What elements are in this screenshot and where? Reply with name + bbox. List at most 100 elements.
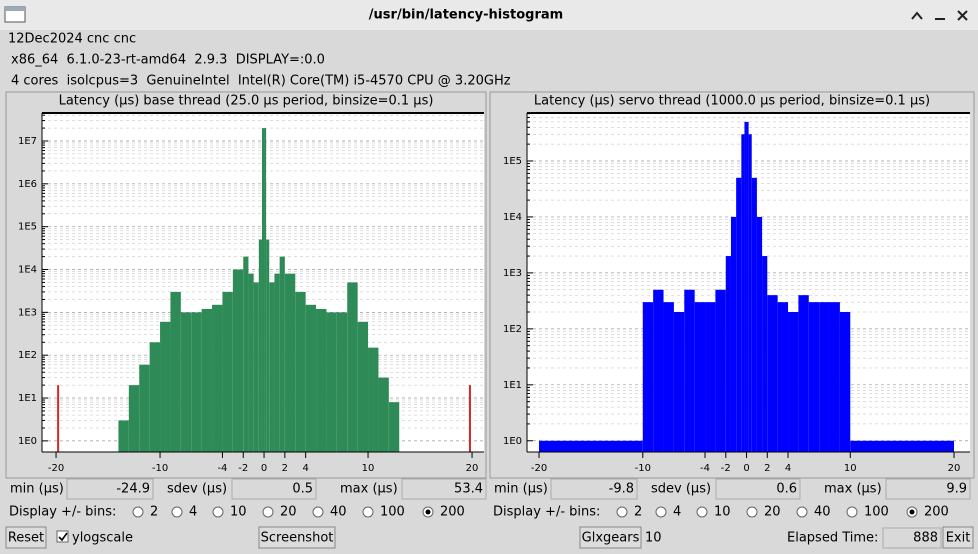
histogram-bar — [222, 291, 233, 452]
glxgears-button-label[interactable]: Glxgears — [582, 531, 640, 546]
y-tick-label: 1E7 — [18, 136, 37, 147]
y-tick-label: 1E0 — [18, 436, 37, 447]
window-icon-bar — [5, 7, 25, 11]
histogram-bar — [673, 312, 685, 452]
reset-button-label[interactable]: Reset — [8, 531, 44, 546]
radio-label[interactable]: 200 — [924, 505, 949, 520]
histogram-bar — [730, 216, 737, 452]
radio-button[interactable] — [655, 506, 667, 518]
radio-label[interactable]: 20 — [280, 505, 297, 520]
close-btn[interactable] — [957, 10, 968, 21]
y-tick-label: 1E1 — [18, 393, 37, 404]
x-tick-label: 0 — [261, 463, 267, 474]
maximize-btn[interactable] — [911, 11, 923, 20]
screenshot-button-label[interactable]: Screenshot — [261, 531, 334, 546]
radio-label[interactable]: 100 — [864, 505, 889, 520]
histogram-bar — [725, 256, 731, 452]
radio-dot[interactable] — [425, 509, 431, 515]
max-label: max (µs) — [824, 482, 882, 497]
chart-title: Latency (µs) servo thread (1000.0 µs per… — [534, 94, 930, 109]
histogram-bar — [767, 295, 778, 452]
y-tick-label: 1E4 — [503, 212, 522, 223]
histogram-bar — [539, 440, 643, 452]
elapsed-label: Elapsed Time: — [787, 531, 878, 546]
radio-button[interactable] — [262, 506, 274, 518]
checkbox[interactable] — [56, 530, 69, 543]
radio-button[interactable] — [312, 506, 324, 518]
max-value-box — [401, 478, 487, 500]
y-tick-label: 1E0 — [503, 436, 522, 447]
window-title: /usr/bin/latency-histogram — [369, 8, 563, 23]
max-label: max (µs) — [340, 482, 398, 497]
y-tick-label: 1E2 — [503, 324, 522, 335]
histogram-bar — [266, 239, 270, 452]
checkbox-label[interactable]: ylogscale — [72, 531, 133, 546]
radio-label[interactable]: 2 — [150, 505, 158, 520]
radio-label[interactable]: 2 — [634, 505, 642, 520]
radio-button[interactable] — [796, 506, 808, 518]
histogram-bar — [118, 420, 129, 452]
x-tick-label: 0 — [743, 463, 749, 474]
radio-button[interactable] — [212, 506, 224, 518]
histogram-bar — [201, 308, 213, 452]
radio-label[interactable]: 20 — [764, 505, 781, 520]
radio-label[interactable]: 40 — [330, 505, 347, 520]
histogram-bar — [357, 321, 369, 452]
radio-label[interactable]: 4 — [189, 505, 197, 520]
x-tick-label: 2 — [764, 463, 770, 474]
info-line: 4 cores isolcpus=3 GenuineIntel Intel(R)… — [11, 74, 511, 89]
histogram-bar — [798, 295, 809, 452]
histogram-bar — [850, 440, 955, 452]
histogram-bar — [808, 302, 820, 452]
y-tick-label: 1E5 — [18, 222, 37, 233]
radio-button[interactable] — [616, 506, 628, 518]
exit-button[interactable] — [942, 526, 974, 549]
histogram-bar — [274, 273, 280, 452]
bins-label: Display +/- bins: — [493, 505, 600, 520]
histogram-bar — [212, 304, 223, 452]
histogram-bar — [741, 134, 745, 452]
min-value: -24.9 — [116, 482, 150, 497]
elapsed-box — [882, 527, 942, 549]
histogram-bar — [746, 121, 749, 453]
sdev-value: 0.5 — [292, 482, 313, 497]
min-value-box — [66, 478, 154, 500]
radio-label[interactable]: 200 — [440, 505, 465, 520]
sdev-value-box — [231, 478, 317, 500]
radio-button[interactable] — [132, 506, 144, 518]
x-tick-label: -2 — [238, 463, 248, 474]
x-tick-label: -2 — [721, 463, 731, 474]
radio-button[interactable] — [696, 506, 708, 518]
radio-button[interactable] — [746, 506, 758, 518]
radio-button[interactable] — [362, 506, 374, 518]
max-value: 9.9 — [946, 482, 967, 497]
histogram-bar — [253, 282, 259, 452]
y-tick-label: 1E2 — [18, 350, 37, 361]
radio-label[interactable]: 40 — [814, 505, 831, 520]
checkbox-check[interactable] — [58, 532, 68, 542]
exit-button-label[interactable]: Exit — [946, 531, 971, 546]
radio-label[interactable]: 10 — [714, 505, 731, 520]
x-tick-label: 10 — [362, 463, 375, 474]
y-tick-label: 1E1 — [503, 380, 522, 391]
histogram-bar — [388, 402, 400, 452]
y-tick-label: 1E6 — [18, 179, 37, 190]
glxgears-button[interactable] — [579, 526, 642, 549]
radio-button[interactable] — [171, 506, 183, 518]
radio-label[interactable]: 4 — [673, 505, 681, 520]
histogram-bar — [149, 342, 161, 452]
radio-label[interactable]: 100 — [380, 505, 405, 520]
info-line: x86_64 6.1.0-23-rt-amd64 2.9.3 DISPLAY=:… — [11, 53, 325, 68]
histogram-bar — [751, 177, 757, 452]
histogram-bar — [232, 269, 244, 452]
radio-button[interactable] — [846, 506, 858, 518]
info-line: 12Dec2024 cnc cnc — [8, 32, 136, 47]
sdev-value-box — [715, 478, 801, 500]
histogram-bar — [305, 304, 317, 452]
screenshot-button[interactable] — [258, 526, 336, 549]
reset-button[interactable] — [5, 526, 47, 549]
radio-label[interactable]: 10 — [230, 505, 247, 520]
sdev-label: sdev (µs) — [651, 482, 711, 497]
radio-dot[interactable] — [909, 509, 915, 515]
